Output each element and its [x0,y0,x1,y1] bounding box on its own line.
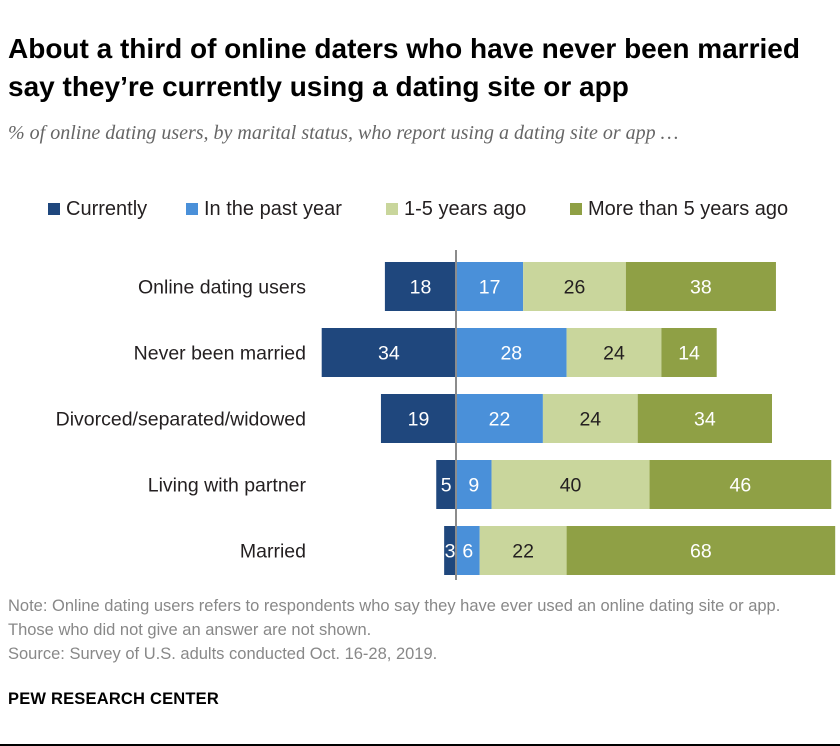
data-label: 18 [410,277,432,299]
bar-1-5-years-ago [542,394,638,443]
bar-1-5-years-ago [479,526,567,575]
bar-in-the-past-year [456,328,567,377]
bar-more-than-5-years-ago [566,526,836,575]
legend-swatch [186,203,198,215]
bar-currently [321,328,456,377]
bar-in-the-past-year [456,394,543,443]
bar-currently [380,394,456,443]
data-label: 22 [489,409,511,431]
chart-subtitle: % of online dating users, by marital sta… [8,122,679,144]
legend-label: In the past year [204,197,342,220]
legend-swatch [48,203,60,215]
legend-label: 1-5 years ago [404,197,527,220]
bar-currently [384,262,456,311]
legend-swatch [386,203,398,215]
legend-label: More than 5 years ago [588,197,789,220]
bar-1-5-years-ago [566,328,662,377]
bar-more-than-5-years-ago [625,262,776,311]
data-label: 6 [462,541,473,563]
bar-more-than-5-years-ago [637,394,772,443]
data-label: 38 [690,277,712,299]
data-label: 22 [512,541,534,563]
bar-chart: Online dating users 18 17 26 38 Never been ma… [56,250,836,580]
data-label: 34 [378,343,400,365]
bar-more-than-5-years-ago [661,328,717,377]
category-label: Online dating users [138,277,306,299]
category-label: Divorced/separated/widowed [56,409,306,431]
legend-item-1-5-years: 1-5 years ago [386,196,526,222]
data-label: 34 [694,409,716,431]
bar-in-the-past-year [456,460,492,509]
data-label: 46 [730,475,752,497]
category-label: Never been married [134,343,306,365]
legend-label: Currently [66,197,148,220]
data-label: 40 [560,475,582,497]
data-label: 24 [603,343,625,365]
brand-logo-text: PEW RESEARCH CENTER [8,690,219,708]
category-label: Living with partner [148,475,307,497]
bar-currently [444,526,456,575]
data-label: 5 [441,475,452,497]
legend: Currently In the past year 1-5 years ago… [0,196,840,222]
legend-item-currently: Currently [48,196,147,222]
data-label: 9 [468,475,479,497]
bar-in-the-past-year [456,262,524,311]
chart-title: About a third of online daters who have … [8,33,800,102]
data-label: 19 [408,409,430,431]
data-label: 28 [500,343,522,365]
legend-item-more-than-5-years: More than 5 years ago [570,196,788,222]
data-label: 14 [678,343,700,365]
legend-item-past-year: In the past year [186,196,342,222]
bar-1-5-years-ago [491,460,650,509]
bar-currently [436,460,456,509]
data-label: 3 [445,541,456,563]
data-label: 68 [690,541,712,563]
bar-1-5-years-ago [523,262,626,311]
source-text: Source: Survey of U.S. adults conducted … [8,645,438,663]
bottom-divider [0,744,840,746]
note-text: Note: Online dating users refers to resp… [8,597,781,639]
bar-in-the-past-year [456,526,480,575]
category-label: Married [240,541,306,563]
bar-more-than-5-years-ago [649,460,832,509]
data-label: 24 [579,409,601,431]
data-label: 26 [564,277,586,299]
legend-swatch [570,203,582,215]
footnote: Note: Online dating users refers to resp… [8,594,808,666]
data-label: 17 [479,277,501,299]
